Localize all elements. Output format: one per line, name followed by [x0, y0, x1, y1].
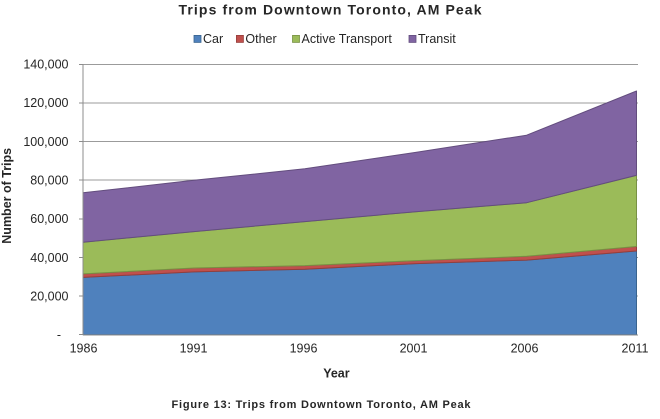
svg-text:Transit: Transit	[418, 32, 456, 46]
svg-text:40,000: 40,000	[30, 251, 68, 265]
svg-text:100,000: 100,000	[23, 135, 68, 149]
svg-text:-: -	[57, 328, 61, 342]
svg-text:80,000: 80,000	[30, 174, 68, 188]
svg-text:60,000: 60,000	[30, 212, 68, 226]
svg-text:1991: 1991	[180, 342, 208, 356]
svg-text:Number of Trips: Number of Trips	[0, 148, 14, 244]
svg-text:2006: 2006	[511, 342, 539, 356]
svg-text:120,000: 120,000	[23, 96, 68, 110]
svg-text:2001: 2001	[400, 342, 428, 356]
svg-text:20,000: 20,000	[30, 289, 68, 303]
svg-text:140,000: 140,000	[23, 58, 68, 72]
svg-text:Trips from Downtown Toronto, A: Trips from Downtown Toronto, AM Peak	[179, 2, 482, 18]
svg-text:2011: 2011	[622, 342, 649, 356]
svg-text:Car: Car	[203, 32, 223, 46]
svg-text:1986: 1986	[70, 342, 98, 356]
svg-text:Active Transport: Active Transport	[302, 32, 393, 46]
svg-text:Figure 13: Trips from Downtown: Figure 13: Trips from Downtown Toronto, …	[172, 399, 472, 411]
svg-text:Year: Year	[323, 367, 350, 381]
svg-text:Other: Other	[245, 32, 276, 46]
svg-text:1996: 1996	[290, 342, 318, 356]
